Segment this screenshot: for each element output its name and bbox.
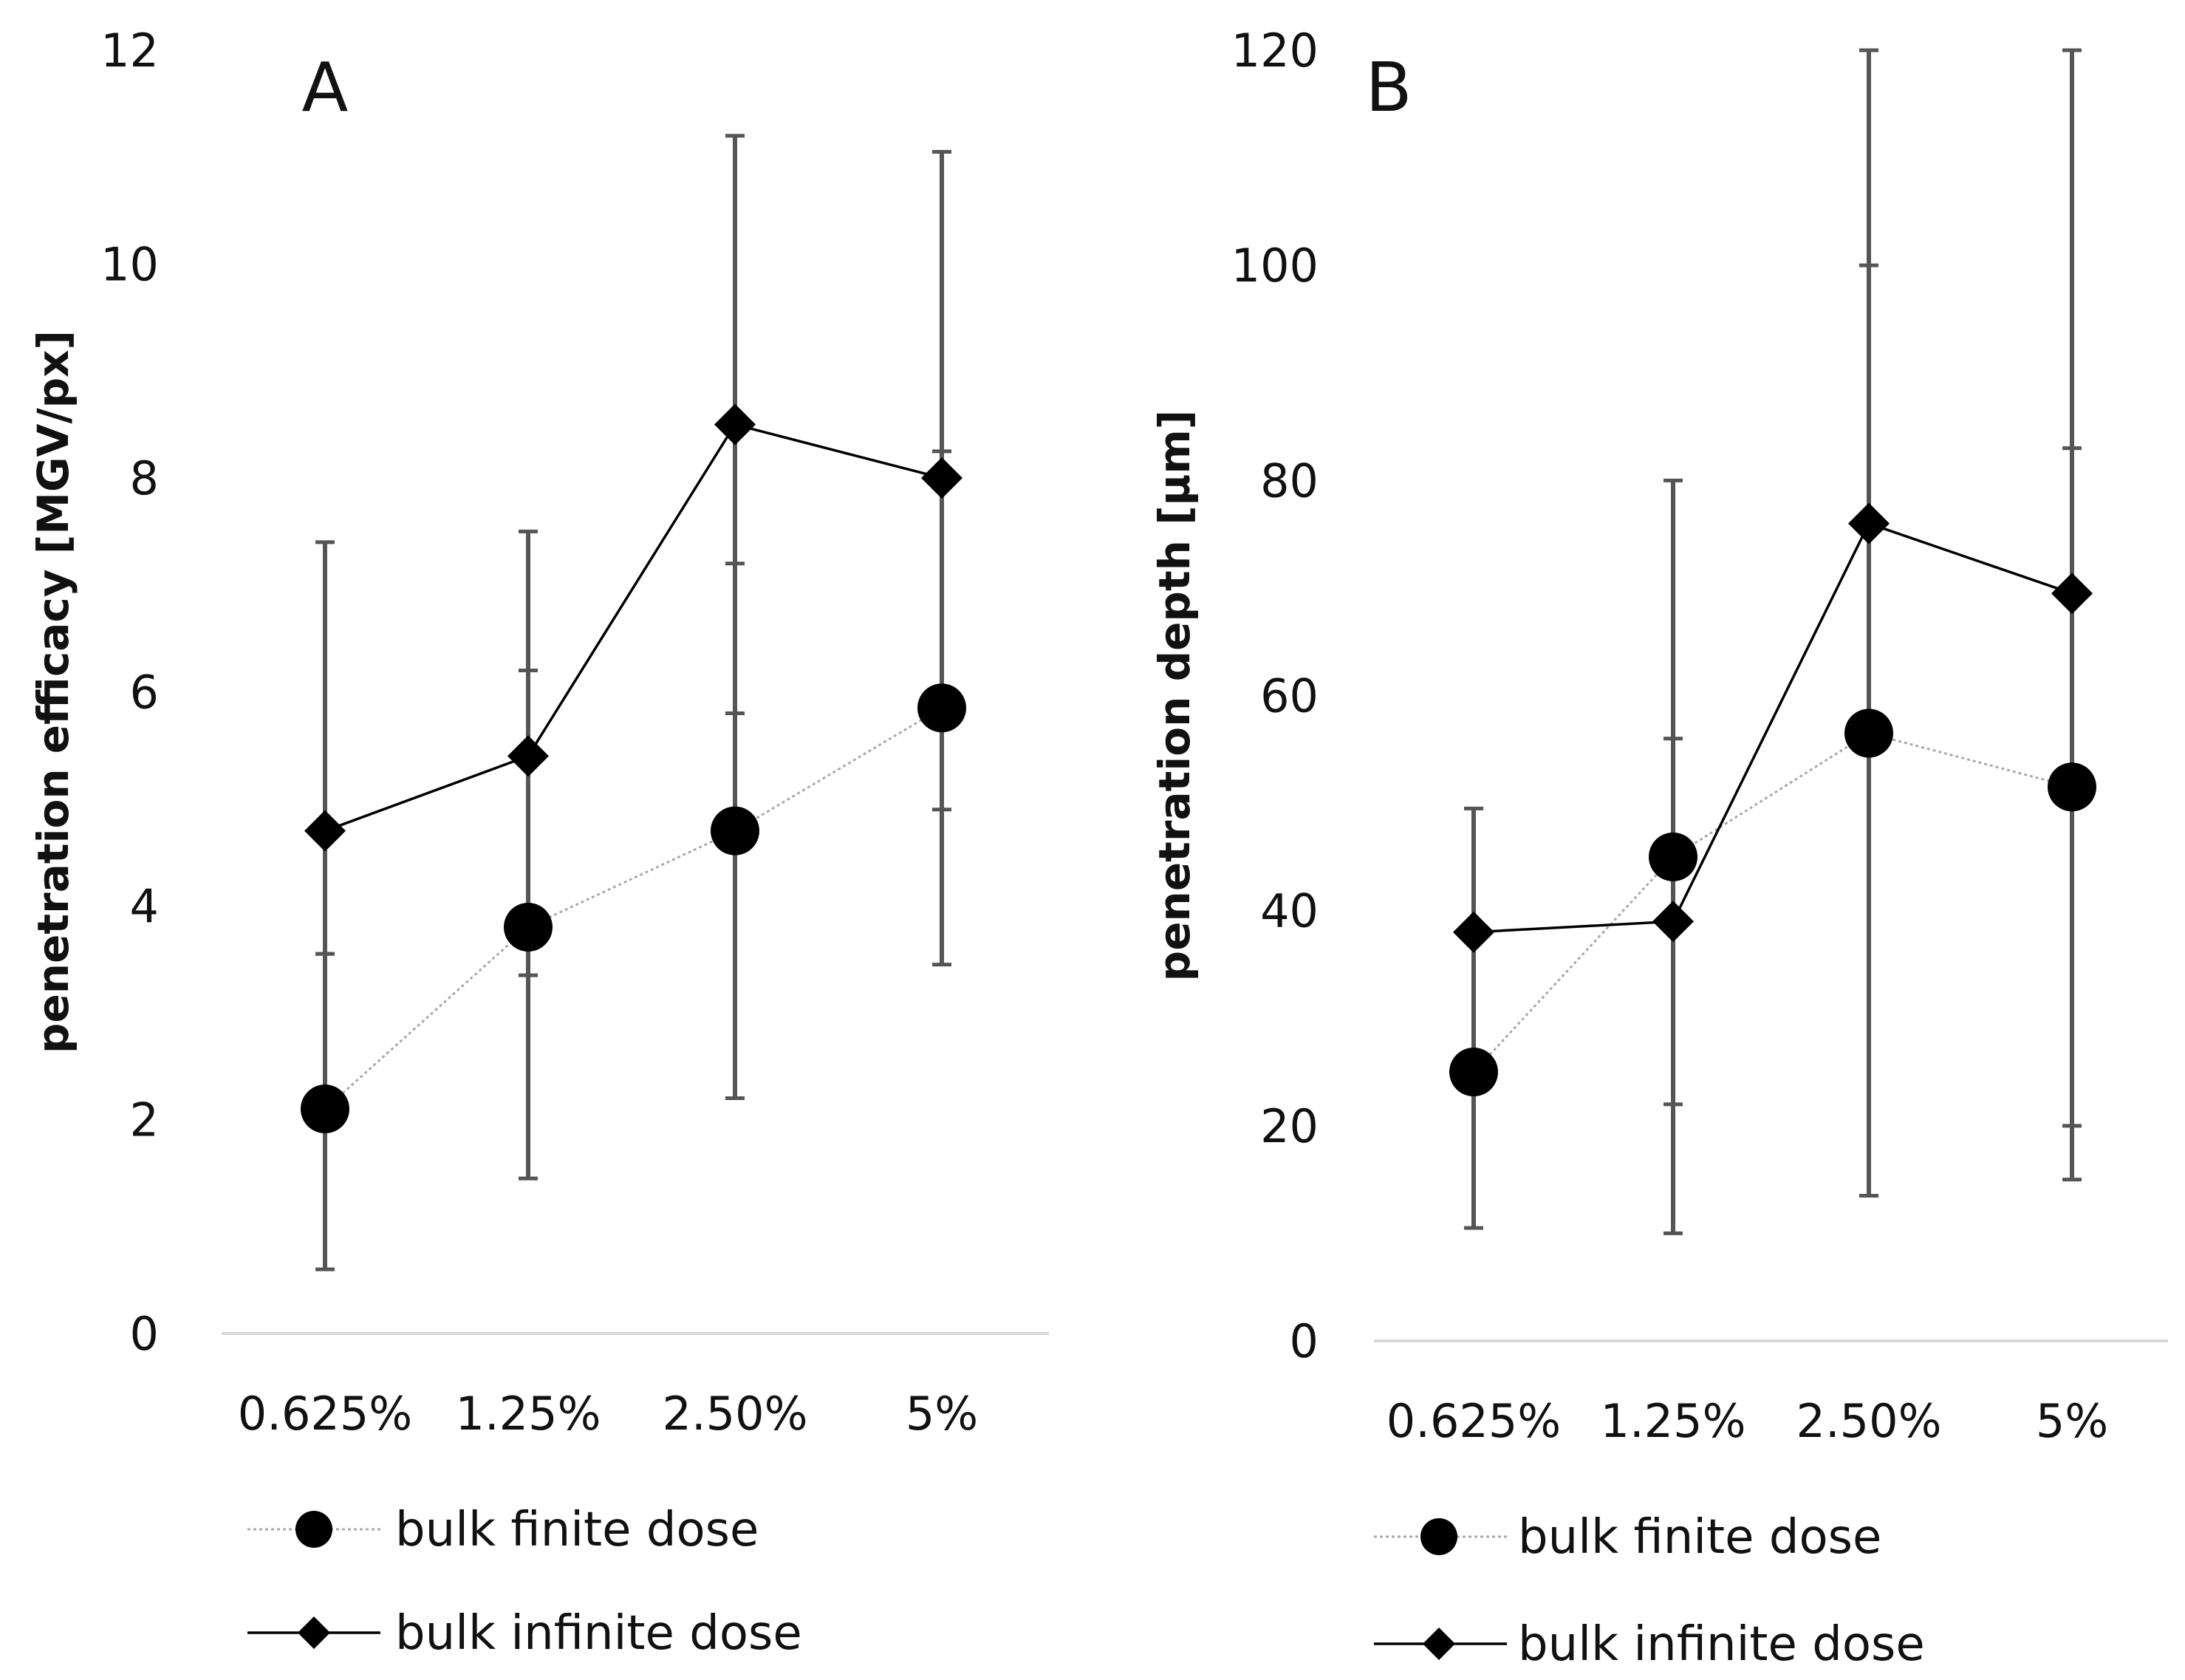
panel-a-y-tick-label: 0 xyxy=(130,1307,159,1361)
panel-b-legend-circle-icon xyxy=(1420,1518,1457,1555)
panel-a-legend-label: bulk infinite dose xyxy=(395,1606,802,1661)
panel-b-y-tick-label: 100 xyxy=(1231,239,1319,293)
panel-b-finite-point xyxy=(1449,1048,1498,1097)
panel-a-finite-point xyxy=(711,806,759,856)
panel-a-infinite-point xyxy=(714,403,756,445)
panel-b-legend-label: bulk infinite dose xyxy=(1518,1617,1925,1672)
panel-a-finite-point xyxy=(917,683,966,733)
panel-b-x-tick-label: 0.625% xyxy=(1386,1394,1561,1448)
panel-b-finite-point xyxy=(2048,762,2096,812)
panel-a-legend-circle-icon xyxy=(295,1511,332,1548)
panel-a-chart: A 0 2 4 6 8 10 12 penetration efficacy [MGV/px] 0… xyxy=(28,24,1049,1661)
panel-a-x-tick-label: 5% xyxy=(906,1387,978,1441)
panel-a-y-tick-label: 12 xyxy=(100,24,159,78)
panel-b-x-tick-label: 5% xyxy=(2036,1394,2108,1448)
panel-b-infinite-point xyxy=(1453,911,1494,953)
panel-b-y-tick-label: 0 xyxy=(1290,1314,1319,1368)
panel-a-legend-diamond-icon xyxy=(298,1616,330,1649)
panel-b-series-line xyxy=(1473,522,2073,934)
panel-a-y-tick-label: 2 xyxy=(130,1093,159,1147)
panel-a-finite-point xyxy=(504,902,553,952)
panel-b-y-tick-label: 80 xyxy=(1260,454,1319,508)
panel-a-y-tick-label: 8 xyxy=(130,451,159,505)
panel-b-y-tick-label: 40 xyxy=(1260,884,1319,938)
panel-b-infinite-point xyxy=(2051,573,2093,615)
panel-a-series-line xyxy=(324,423,943,833)
panel-a-x-tick-label: 2.50% xyxy=(663,1387,808,1441)
panel-a-infinite-point xyxy=(507,735,549,777)
panel-b-legend-label: bulk finite dose xyxy=(1518,1510,1881,1565)
panel-a-y-axis-title: penetration efficacy [MGV/px] xyxy=(28,330,78,1054)
panel-b-infinite-point xyxy=(1848,502,1890,544)
panel-b-finite-point xyxy=(1844,708,1893,758)
panel-b-chart: B 0 20 40 60 80 100 120 penetration depth [µm] 0.… xyxy=(1149,24,2168,1672)
panel-a-legend-label: bulk finite dose xyxy=(395,1503,759,1557)
panel-a-x-tick-label: 1.25% xyxy=(456,1387,601,1441)
panel-a-y-tick-label: 10 xyxy=(100,238,159,292)
panel-a-infinite-point xyxy=(921,457,962,499)
panel-a-y-tick-label: 4 xyxy=(130,879,159,933)
panel-a-series-line xyxy=(324,706,943,1110)
panel-b-series-line xyxy=(1472,731,2073,1073)
panel-a-letter: A xyxy=(302,48,349,127)
panel-a-y-tick-label: 6 xyxy=(130,666,159,720)
panel-b-finite-point xyxy=(1649,832,1697,881)
panel-a-x-tick-label: 0.625% xyxy=(238,1387,412,1441)
panel-a-infinite-point xyxy=(304,810,346,852)
panel-b-legend-diamond-icon xyxy=(1423,1628,1455,1660)
panel-b-infinite-point xyxy=(1652,901,1694,943)
panel-b-y-tick-label: 120 xyxy=(1231,24,1319,78)
panel-b-y-tick-label: 60 xyxy=(1260,669,1319,723)
panel-a-finite-point xyxy=(301,1085,349,1134)
panel-b-letter: B xyxy=(1365,48,1412,127)
panel-b-x-tick-label: 1.25% xyxy=(1601,1394,1746,1448)
panel-b-y-tick-label: 20 xyxy=(1260,1099,1319,1153)
panel-b-y-axis-title: penetration depth [µm] xyxy=(1149,410,1200,982)
panel-b-x-tick-label: 2.50% xyxy=(1796,1394,1942,1448)
